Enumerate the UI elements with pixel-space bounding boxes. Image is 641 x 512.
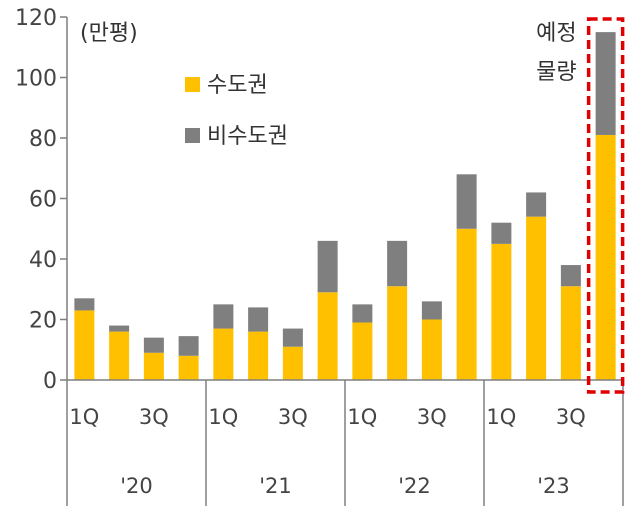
bar-capital-region [178,355,199,380]
y-tick-label: 0 [43,369,57,394]
x-quarter-label: 1Q [69,405,99,429]
bar-non-capital-region [421,301,442,320]
bar-non-capital-region [595,32,616,135]
highlight-label: 물량 [536,60,576,85]
x-quarter-label: 3Q [417,405,447,429]
bar-non-capital-region [456,174,477,229]
bar-non-capital-region [352,304,373,323]
bar-capital-region [526,216,547,380]
bar-capital-region [109,331,130,380]
bar-capital-region [248,331,269,380]
bar-non-capital-region [74,298,95,311]
x-year-label: '22 [398,474,431,498]
highlight-dashed-box [586,17,625,394]
x-axis: 1Q 3Q 1Q 3Q 1Q 3Q 1Q 3Q '20 '21 '22 '23 [66,379,624,506]
bars [74,32,616,380]
bar-capital-region [282,346,303,380]
x-quarter-label: 3Q [139,405,169,429]
bar-non-capital-region [213,304,234,329]
x-quarter-label: 1Q [486,405,516,429]
x-year-label: '20 [120,474,153,498]
bar-non-capital-region [491,222,512,244]
y-tick-label: 20 [29,309,57,334]
bar-capital-region [213,328,234,380]
bar-capital-region [352,322,373,380]
bar-non-capital-region [282,328,303,347]
y-tick-label: 80 [29,127,57,152]
unit-label: (만평) [80,21,138,46]
bar-non-capital-region [387,240,408,287]
bar-non-capital-region [526,192,547,217]
x-year-label: '23 [537,474,570,498]
y-tick-label: 60 [29,188,57,213]
bar-capital-region [560,286,581,380]
y-tick-label: 120 [15,6,57,31]
bar-capital-region [387,286,408,380]
y-tick-label: 100 [15,67,57,92]
bar-capital-region [595,134,616,380]
bar-non-capital-region [560,265,581,287]
bar-non-capital-region [317,240,338,293]
bar-non-capital-region [109,325,130,332]
legend-swatch [185,77,200,92]
y-axis: 0 20 40 60 80 100 120 [15,6,68,394]
highlight-label: 예정 [536,21,576,46]
legend-label: 비수도권 [207,124,288,149]
x-year-label: '21 [259,474,292,498]
x-quarter-label: 3Q [278,405,308,429]
x-quarter-label: 1Q [208,405,238,429]
y-tick-label: 40 [29,248,57,273]
bar-capital-region [456,228,477,380]
bar-capital-region [317,292,338,380]
bar-non-capital-region [178,336,199,356]
x-quarter-label: 3Q [556,405,586,429]
bar-capital-region [143,352,164,380]
legend-swatch [185,128,200,143]
legend-label: 수도권 [207,73,268,98]
bar-non-capital-region [248,307,269,332]
x-quarter-label: 1Q [347,405,377,429]
bar-capital-region [421,319,442,380]
bar-capital-region [74,310,95,380]
bar-capital-region [491,243,512,380]
bar-non-capital-region [143,337,164,353]
